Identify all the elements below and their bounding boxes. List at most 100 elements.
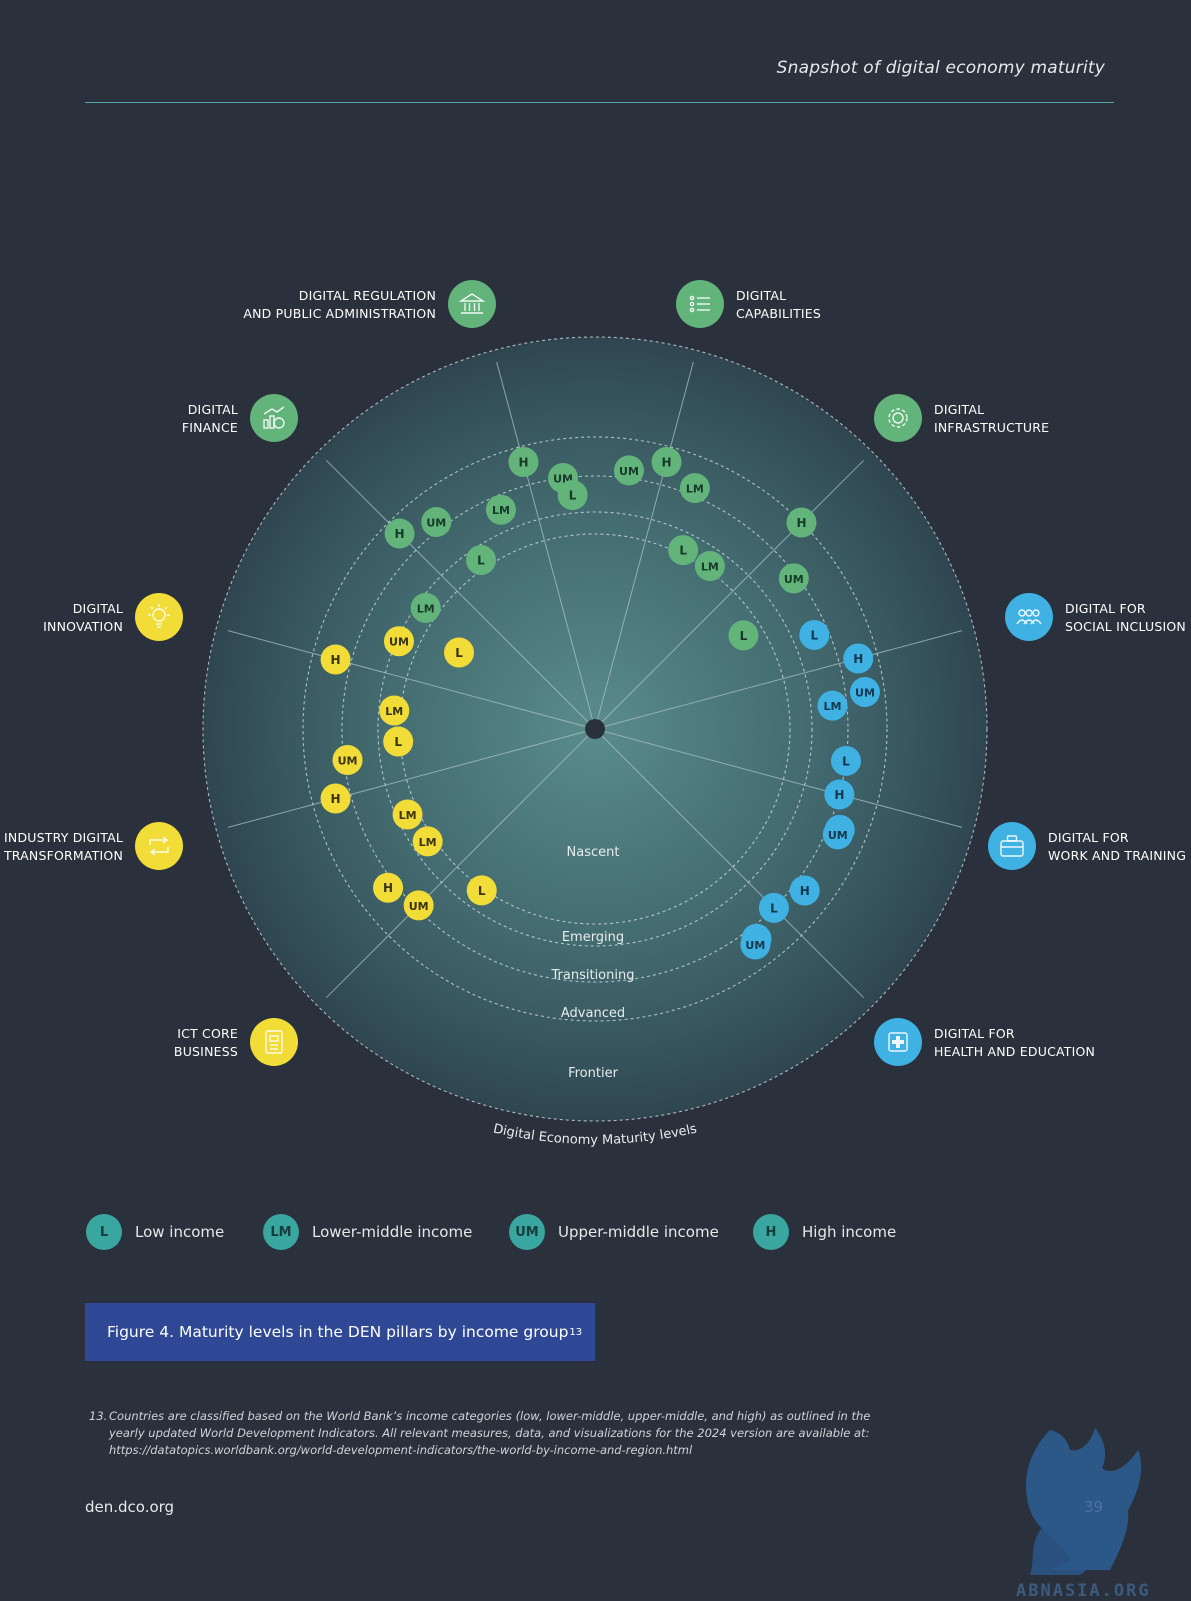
- data-point-marker: [392, 799, 423, 830]
- level-label-nascent: Nascent: [567, 845, 620, 860]
- legend-dot: H: [753, 1214, 789, 1250]
- data-point-label: UM: [784, 573, 804, 586]
- legend-dot: LM: [263, 1214, 299, 1250]
- data-point-capabilities-l: L: [668, 535, 699, 566]
- pillar-label: INNOVATION: [43, 619, 123, 634]
- data-point-marker: [789, 875, 820, 906]
- pillar-axis-finance: [325, 459, 596, 730]
- pillar-regulation: DIGITAL REGULATION AND PUBLIC ADMINISTRAT…: [243, 280, 496, 328]
- data-point-infrastructure-l: L: [728, 620, 759, 651]
- pillar-label: ICT CORE: [177, 1026, 238, 1041]
- data-point-marker: [466, 875, 497, 906]
- pillar-label: WORK AND TRAINING: [1048, 848, 1186, 863]
- pillar-axis-health: [594, 728, 865, 999]
- data-point-marker: [508, 447, 539, 478]
- data-point-marker: [817, 690, 848, 721]
- briefcase-icon: [988, 822, 1036, 870]
- pillar-label: DIGITAL REGULATION: [299, 288, 436, 303]
- data-point-marker: [778, 563, 809, 594]
- data-point-marker: [485, 494, 516, 525]
- figure-caption: Figure 4. Maturity levels in the DEN pil…: [85, 1303, 595, 1361]
- pillar-work: DIGITAL FOR WORK AND TRAINING: [988, 822, 1186, 870]
- pillar-finance: DIGITAL FINANCE: [182, 394, 298, 442]
- pillar-axis-industry: [227, 728, 596, 828]
- data-point-marker: [384, 518, 415, 549]
- data-point-label: UM: [409, 900, 429, 913]
- data-point-health-h: H: [789, 875, 820, 906]
- data-point-ict-l: L: [466, 875, 497, 906]
- pillar-social: DIGITAL FOR SOCIAL INCLUSION: [1005, 593, 1186, 641]
- data-point-finance-lm: LM: [410, 592, 441, 623]
- data-point-finance-um: UM: [421, 507, 452, 538]
- pillar-label: CAPABILITIES: [736, 306, 821, 321]
- footnote-ref: 13: [569, 1326, 583, 1338]
- pillar-capabilities: DIGITAL CAPABILITIES: [676, 280, 821, 328]
- data-point-label: LM: [686, 483, 704, 496]
- data-point-marker: [383, 626, 414, 657]
- pillar-label: BUSINESS: [174, 1044, 238, 1059]
- pillar-health: DIGITAL FOR HEALTH AND EDUCATION: [874, 1018, 1095, 1066]
- data-point-work-h: H: [824, 779, 855, 810]
- pillar-axis-infrastructure: [594, 459, 865, 730]
- data-point-label: L: [478, 884, 486, 898]
- chart-center: [585, 719, 605, 739]
- legend-label: Low income: [135, 1223, 225, 1241]
- data-point-label: UM: [426, 517, 446, 530]
- maturity-ring: [341, 475, 849, 983]
- pillar-axis-social: [594, 630, 963, 730]
- data-point-marker: [824, 779, 855, 810]
- data-point-health-um: UM: [740, 929, 771, 960]
- list-icon: [676, 280, 724, 328]
- data-point-marker: [320, 783, 351, 814]
- money-growth-icon: [250, 394, 298, 442]
- data-point-marker: [651, 447, 682, 478]
- data-point-finance-h: H: [384, 518, 415, 549]
- data-point-label: H: [331, 653, 341, 667]
- data-point-social-um: UM: [849, 676, 880, 707]
- data-point-label: UM: [389, 636, 409, 649]
- axis-title: Digital Economy Maturity levels: [492, 1121, 699, 1148]
- pillar-label: TRANSFORMATION: [3, 848, 123, 863]
- pillar-axis-work: [594, 728, 963, 828]
- data-point-industry-lm: LM: [392, 799, 423, 830]
- data-point-label: H: [395, 527, 405, 541]
- data-point-marker: [379, 695, 410, 726]
- data-point-label: H: [800, 884, 810, 898]
- legend-label: Upper-middle income: [558, 1223, 719, 1241]
- level-label-advanced: Advanced: [561, 1006, 625, 1021]
- data-point-label: L: [569, 489, 577, 503]
- data-point-regulation-h: H: [508, 447, 539, 478]
- pillar-label: DIGITAL: [736, 288, 786, 303]
- data-point-label: L: [740, 629, 748, 643]
- data-point-capabilities-lm: LM: [679, 473, 710, 504]
- medical-icon: [874, 1018, 922, 1066]
- data-point-marker: [373, 872, 404, 903]
- data-point-regulation-l: L: [557, 480, 588, 511]
- data-point-label: LM: [417, 602, 435, 615]
- data-point-health-l: L: [758, 892, 789, 923]
- footer-site: den.dco.org: [85, 1498, 175, 1516]
- legend-dot: L: [86, 1214, 122, 1250]
- legend-item-low: L Low income: [86, 1214, 224, 1250]
- data-point-regulation-lm: LM: [485, 494, 516, 525]
- maturity-ring: [202, 336, 988, 1122]
- pillar-infrastructure: DIGITAL INFRASTRUCTURE: [874, 394, 1049, 442]
- pillar-label: SOCIAL INCLUSION: [1065, 619, 1186, 634]
- data-point-label: H: [518, 456, 528, 470]
- pillar-label: FINANCE: [182, 420, 238, 435]
- data-point-label: L: [455, 646, 463, 660]
- data-point-marker: [758, 892, 789, 923]
- data-point-ict-h: H: [373, 872, 404, 903]
- data-point-infrastructure-lm: LM: [694, 551, 725, 582]
- gear-icon: [874, 394, 922, 442]
- data-point-capabilities-um: UM: [613, 455, 644, 486]
- cycle-icon: [135, 822, 183, 870]
- document-icon: [250, 1018, 298, 1066]
- data-point-label: L: [770, 901, 778, 915]
- pillar-label: HEALTH AND EDUCATION: [934, 1044, 1095, 1059]
- data-point-label: UM: [828, 829, 848, 842]
- maturity-radial-chart: Nascent Emerging Transitioning Advanced Fron…: [3, 280, 1186, 1148]
- data-point-innovation-lm: LM: [379, 695, 410, 726]
- data-point-marker: [830, 745, 861, 776]
- data-point-marker: [320, 644, 351, 675]
